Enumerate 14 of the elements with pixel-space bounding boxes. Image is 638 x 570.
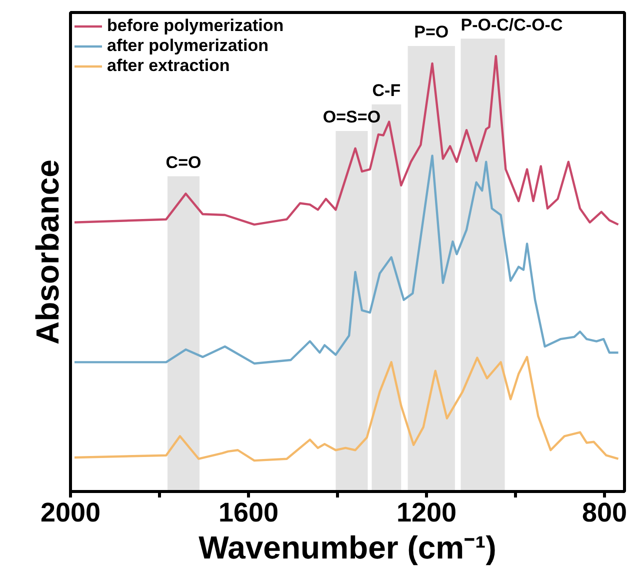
band-label: O=S=O	[322, 108, 381, 127]
x-tick-label: 1200	[396, 498, 457, 528]
x-tick-label: 2000	[40, 498, 101, 528]
legend-label: after polymerization	[107, 36, 269, 56]
x-tick-label: 800	[582, 498, 628, 528]
legend-label: before polymerization	[107, 16, 284, 36]
band-label: P=O	[414, 22, 449, 42]
x-axis-title: Wavenumber (cm⁻¹)	[198, 530, 496, 566]
band-label: C-F	[372, 81, 401, 100]
y-axis-title: Absorbance	[30, 160, 66, 344]
band-label: P-O-C/C-O-C	[460, 15, 563, 34]
band-label: C=O	[166, 152, 202, 172]
legend-label: after extraction	[107, 56, 230, 76]
x-tick-label: 1600	[218, 498, 279, 528]
